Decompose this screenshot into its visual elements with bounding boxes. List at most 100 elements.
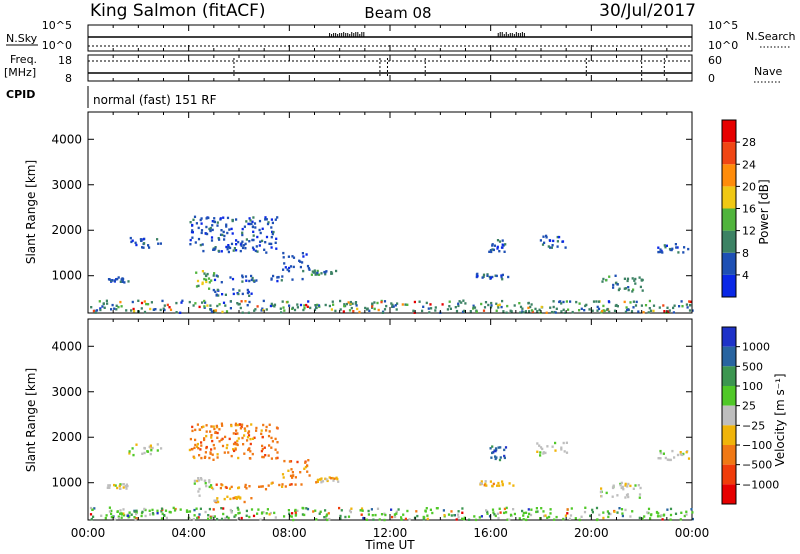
power-echo-cell xyxy=(254,222,256,224)
velocity-echo-cell xyxy=(152,447,154,449)
power-echo-cell xyxy=(190,239,192,241)
power-echo-cell xyxy=(197,285,199,287)
velocity-echo-cell xyxy=(216,437,218,439)
velocity-echo-cell xyxy=(262,424,264,426)
power-echo-cell xyxy=(241,232,243,234)
velocity-echo-cell xyxy=(571,507,573,509)
power-echo-cell xyxy=(302,252,304,254)
nsearch-tick-top: 10^5 xyxy=(708,19,738,32)
velocity-echo-cell xyxy=(256,513,258,515)
velocity-echo-cell xyxy=(157,443,159,445)
power-echo-cell xyxy=(312,270,314,272)
power-echo-cell xyxy=(103,303,105,305)
velocity-echo-cell xyxy=(391,516,393,518)
power-echo-cell xyxy=(384,300,386,302)
velocity-echo-cell xyxy=(199,428,201,430)
power-echo-cell xyxy=(241,300,243,302)
velocity-echo-cell xyxy=(485,509,487,511)
velocity-echo-cell xyxy=(501,480,503,482)
velocity-echo-cell xyxy=(288,509,290,511)
velocity-echo-cell xyxy=(211,487,213,489)
velocity-echo-cell xyxy=(150,445,152,447)
velocity-echo-cell xyxy=(495,458,497,460)
power-echo-cell xyxy=(275,248,277,250)
velocity-echo-cell xyxy=(229,498,231,500)
velocity-echo-cell xyxy=(646,511,648,513)
power-echo-cell xyxy=(331,272,333,274)
power-colorbar-swatch xyxy=(722,209,736,231)
power-echo-cell xyxy=(426,302,428,304)
power-echo-cell xyxy=(145,303,147,305)
velocity-colorbar-swatch xyxy=(722,484,736,504)
power-echo-cell xyxy=(133,310,135,312)
power-echo-cell xyxy=(189,301,191,303)
velocity-echo-cell xyxy=(660,452,662,454)
power-echo-cell xyxy=(598,308,600,310)
velocity-echo-cell xyxy=(409,518,411,520)
velocity-echo-cell xyxy=(244,501,246,503)
velocity-echo-cell xyxy=(461,518,463,520)
power-echo-cell xyxy=(132,301,134,303)
velocity-echo-cell xyxy=(271,457,273,459)
power-echo-cell xyxy=(205,226,207,228)
power-echo-cell xyxy=(106,300,108,302)
velocity-echo-cell xyxy=(400,516,402,518)
power-echo-cell xyxy=(677,251,679,253)
velocity-echo-cell xyxy=(125,485,127,487)
power-echo-cell xyxy=(216,224,218,226)
velocity-colorbar-swatch xyxy=(722,327,736,347)
power-echo-cell xyxy=(659,248,661,250)
power-colorbar-tick-label: 16 xyxy=(742,203,756,216)
power-echo-cell xyxy=(191,229,193,231)
power-echo-cell xyxy=(688,300,690,302)
power-echo-cell xyxy=(567,309,569,311)
velocity-echo-cell xyxy=(292,519,294,521)
velocity-echo-cell xyxy=(461,512,463,514)
power-echo-cell xyxy=(209,304,211,306)
velocity-echo-cell xyxy=(237,424,239,426)
velocity-echo-cell xyxy=(237,487,239,489)
power-echo-cell xyxy=(525,310,527,312)
velocity-echo-cell xyxy=(544,452,546,454)
velocity-echo-cell xyxy=(663,453,665,455)
velocity-echo-cell xyxy=(221,518,223,520)
power-echo-cell xyxy=(499,304,501,306)
velocity-echo-cell xyxy=(213,428,215,430)
velocity-echo-cell xyxy=(536,451,538,453)
velocity-echo-cell xyxy=(255,427,257,429)
power-echo-cell xyxy=(502,310,504,312)
velocity-echo-cell xyxy=(292,471,294,473)
velocity-echo-cell xyxy=(638,484,640,486)
velocity-echo-cell xyxy=(662,518,664,520)
power-colorbar-swatch xyxy=(722,142,736,164)
power-echo-cell xyxy=(216,275,218,277)
power-echo-cell xyxy=(490,277,492,279)
power-echo-cell xyxy=(527,307,529,309)
velocity-echo-cell xyxy=(360,509,362,511)
cpid-value: normal (fast) 151 RF xyxy=(93,93,217,107)
velocity-echo-cell xyxy=(134,510,136,512)
velocity-echo-cell xyxy=(539,451,541,453)
power-echo-cell xyxy=(242,228,244,230)
power-echo-cell xyxy=(221,234,223,236)
velocity-colorbar-swatch xyxy=(722,366,736,386)
velocity-echo-cell xyxy=(193,518,195,520)
power-echo-cell xyxy=(368,310,370,312)
power-echo-cell xyxy=(149,308,151,310)
velocity-echo-cell xyxy=(552,446,554,448)
velocity-echo-cell xyxy=(362,510,364,512)
velocity-echo-cell xyxy=(665,457,667,459)
velocity-echo-cell xyxy=(193,509,195,511)
power-echo-cell xyxy=(615,275,617,277)
velocity-echo-cell xyxy=(629,515,631,517)
velocity-echo-cell xyxy=(317,479,319,481)
power-echo-cell xyxy=(689,304,691,306)
power-echo-cell xyxy=(259,241,261,243)
freq-label-line1: Freq. xyxy=(10,53,37,66)
power-echo-cell xyxy=(366,308,368,310)
power-echo-cell xyxy=(402,303,404,305)
power-echo-cell xyxy=(209,229,211,231)
power-echo-cell xyxy=(119,301,121,303)
velocity-echo-cell xyxy=(262,448,264,450)
velocity-echo-cell xyxy=(246,515,248,517)
